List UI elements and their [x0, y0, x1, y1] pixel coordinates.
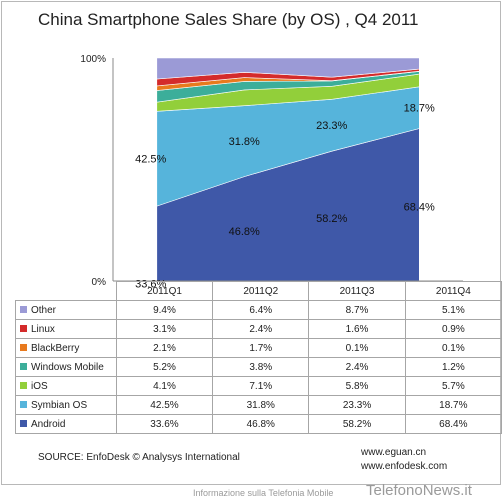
table-cell: 2.1%: [115, 338, 214, 358]
table-row: Symbian OS 42.5% 31.8% 23.3% 18.7%: [15, 395, 502, 415]
table-cell: 46.8%: [212, 414, 310, 434]
legend-entry: Other: [15, 300, 117, 320]
x-tick-label: 2011Q3: [308, 281, 406, 301]
y-tick-label: 100%: [80, 54, 106, 65]
legend-swatch: [20, 419, 27, 427]
table-cell: 33.6%: [115, 414, 214, 434]
data-label-symbian-os: 18.7%: [404, 103, 435, 115]
table-cell: 5.7%: [404, 376, 502, 396]
table-cell: 3.1%: [115, 319, 214, 339]
data-label-android: 68.4%: [404, 202, 435, 214]
table-cell: 31.8%: [212, 395, 310, 415]
data-label-android: 58.2%: [316, 213, 347, 225]
table-cell: 5.1%: [404, 300, 502, 320]
website-enfodesk: www.enfodesk.com: [361, 461, 448, 472]
legend-entry: Symbian OS: [15, 395, 117, 415]
legend-label: Linux: [31, 323, 55, 335]
table-cell: 6.4%: [212, 300, 310, 320]
area-other: [156, 57, 420, 80]
legend-entry: iOS: [15, 376, 117, 396]
table-cell: 0.1%: [404, 338, 502, 358]
table-cell: 0.1%: [308, 338, 406, 358]
table-row: iOS 4.1% 7.1% 5.8% 5.7%: [15, 376, 502, 396]
data-label-symbian-os: 31.8%: [229, 136, 260, 148]
data-label-android: 46.8%: [229, 226, 260, 238]
website-eguan: www.eguan.cn: [361, 447, 427, 458]
table-cell: 5.2%: [115, 357, 214, 377]
x-tick-label: 2011Q1: [115, 281, 214, 301]
legend-entry: Linux: [15, 319, 117, 339]
watermark-caption: Informazione sulla Telefonia Mobile: [193, 488, 334, 498]
table-cell: 58.2%: [308, 414, 406, 434]
table-cell: 42.5%: [115, 395, 214, 415]
table-cell: 68.4%: [404, 414, 502, 434]
table-cell: 2.4%: [308, 357, 406, 377]
legend-swatch: [20, 343, 27, 351]
table-row: Other 9.4% 6.4% 8.7% 5.1%: [15, 300, 502, 320]
legend-swatch: [20, 381, 27, 389]
table-cell: 23.3%: [308, 395, 406, 415]
table-cell: 1.7%: [212, 338, 310, 358]
data-table: 2011Q1 2011Q2 2011Q3 2011Q4 Other 9.4% 6.4% 8.7…: [15, 281, 502, 434]
data-label-symbian-os: 23.3%: [316, 120, 347, 132]
legend-swatch: [20, 362, 27, 370]
legend-entry: Windows Mobile: [15, 357, 117, 377]
legend-label: Android: [31, 418, 66, 430]
x-tick-label: 2011Q4: [404, 281, 502, 301]
table-cell: 3.8%: [212, 357, 310, 377]
table-cell: 4.1%: [115, 376, 214, 396]
table-corner: [15, 281, 117, 301]
legend-label: iOS: [31, 380, 48, 392]
legend-entry: BlackBerry: [15, 338, 117, 358]
table-cell: 7.1%: [212, 376, 310, 396]
legend-label: Symbian OS: [31, 399, 88, 411]
table-cell: 18.7%: [404, 395, 502, 415]
table-cell: 9.4%: [115, 300, 214, 320]
legend-label: Other: [31, 304, 57, 316]
table-row: Linux 3.1% 2.4% 1.6% 0.9%: [15, 319, 502, 339]
legend-swatch: [20, 305, 27, 313]
legend-swatch: [20, 400, 27, 408]
table-row: Windows Mobile 5.2% 3.8% 2.4% 1.2%: [15, 357, 502, 377]
table-cell: 0.9%: [404, 319, 502, 339]
legend-swatch: [20, 324, 27, 332]
x-tick-label: 2011Q2: [212, 281, 310, 301]
data-label-symbian-os: 42.5%: [135, 154, 166, 166]
table-cell: 8.7%: [308, 300, 406, 320]
chart-title: China Smartphone Sales Share (by OS) , Q…: [38, 10, 419, 29]
legend-label: BlackBerry: [31, 342, 80, 354]
source-note: SOURCE: EnfoDesk © Analysys Internationa…: [38, 452, 240, 463]
table-cell: 1.6%: [308, 319, 406, 339]
table-row: Android 33.6% 46.8% 58.2% 68.4%: [15, 414, 502, 434]
table-cell: 2.4%: [212, 319, 310, 339]
table-row: BlackBerry 2.1% 1.7% 0.1% 0.1%: [15, 338, 502, 358]
table-cell: 1.2%: [404, 357, 502, 377]
watermark-brand: TelefonoNews.it: [366, 482, 472, 499]
legend-entry: Android: [15, 414, 117, 434]
table-cell: 5.8%: [308, 376, 406, 396]
legend-label: Windows Mobile: [31, 361, 104, 373]
